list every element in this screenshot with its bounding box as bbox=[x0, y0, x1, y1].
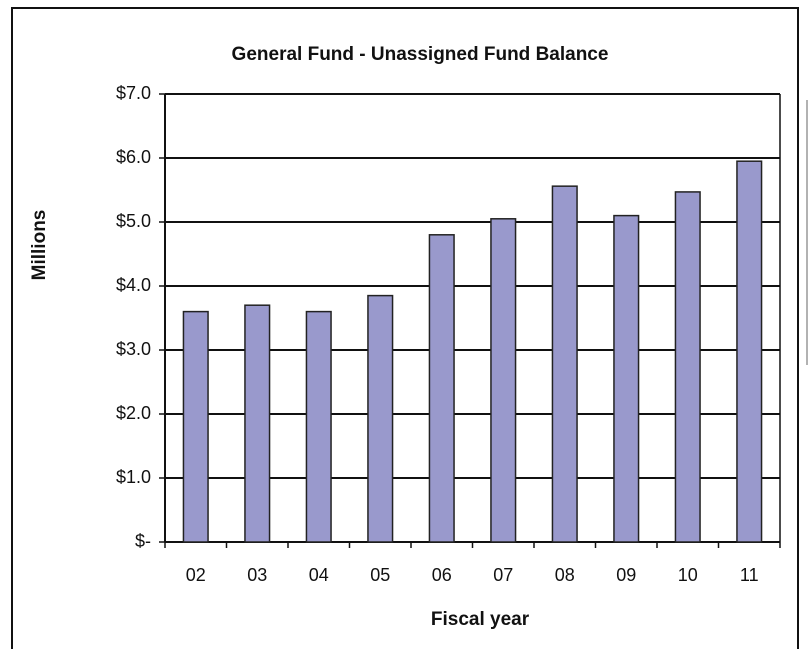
x-axis-label: Fiscal year bbox=[431, 609, 530, 630]
x-tick-label: 08 bbox=[555, 565, 575, 585]
y-tick-label: $2.0 bbox=[116, 403, 151, 423]
chart-title: General Fund - Unassigned Fund Balance bbox=[232, 44, 609, 65]
bar bbox=[674, 191, 701, 543]
x-tick-label: 06 bbox=[432, 565, 452, 585]
x-tick-label: 02 bbox=[186, 565, 206, 585]
x-tick-label: 09 bbox=[616, 565, 636, 585]
x-tick-label: 10 bbox=[678, 565, 698, 585]
x-tick-label: 05 bbox=[370, 565, 390, 585]
y-tick-label: $4.0 bbox=[116, 275, 151, 295]
bar bbox=[490, 218, 517, 543]
x-tick-label: 07 bbox=[493, 565, 513, 585]
bar bbox=[613, 214, 640, 543]
y-tick-label: $1.0 bbox=[116, 467, 151, 487]
bar bbox=[428, 234, 455, 543]
bar bbox=[367, 294, 394, 543]
x-tick-label: 11 bbox=[740, 565, 759, 585]
bar bbox=[551, 185, 578, 543]
chart-frame bbox=[11, 7, 799, 649]
bar bbox=[736, 160, 763, 543]
bar bbox=[182, 310, 209, 543]
y-tick-label: $- bbox=[135, 531, 151, 551]
y-tick-label: $5.0 bbox=[116, 211, 151, 231]
y-tick-label: $3.0 bbox=[116, 339, 151, 359]
x-tick-label: 04 bbox=[309, 565, 329, 585]
y-tick-label: $7.0 bbox=[116, 83, 151, 103]
y-axis-label: Millions bbox=[29, 210, 50, 281]
bar bbox=[305, 310, 332, 543]
x-tick-label: 03 bbox=[247, 565, 267, 585]
y-tick-label: $6.0 bbox=[116, 147, 151, 167]
bar bbox=[244, 304, 271, 543]
